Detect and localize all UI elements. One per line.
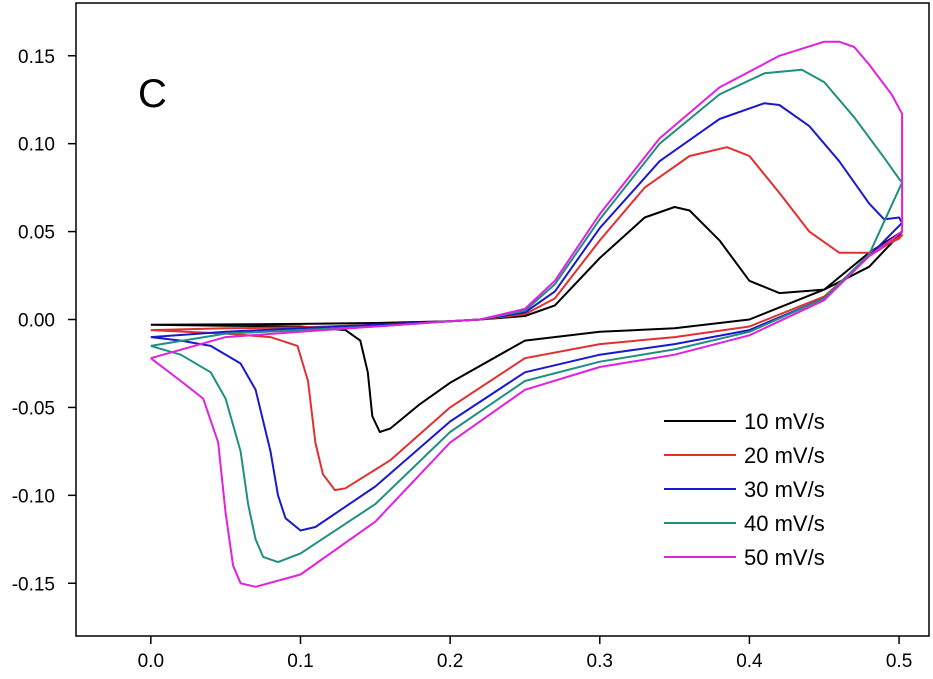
series-line-5 <box>150 40 904 588</box>
legend-label: 20 mV/s <box>744 443 825 468</box>
series-line-2 <box>150 146 904 492</box>
series-line-4 <box>150 68 904 564</box>
legend-label: 40 mV/s <box>744 511 825 536</box>
x-tick-label: 0.5 <box>886 651 912 672</box>
y-tick-label: 0.00 <box>18 311 55 332</box>
y-tick-label: -0.05 <box>12 398 55 419</box>
legend-label: 50 mV/s <box>744 545 825 570</box>
y-tick-label: 0.15 <box>18 47 55 68</box>
x-tick-label: 0.1 <box>287 651 313 672</box>
series-line-1 <box>150 206 904 433</box>
x-tick-label: 0.2 <box>437 651 463 672</box>
legend: 10 mV/s 20 mV/s 30 mV/s 40 mV/s 50 mV/s <box>664 409 825 570</box>
plot-frame <box>75 2 930 637</box>
legend-label: 30 mV/s <box>744 477 825 502</box>
x-tick-label: 0.3 <box>587 651 613 672</box>
y-tick-label: -0.10 <box>12 486 55 507</box>
series-layer <box>150 40 904 588</box>
x-tick-label: 0.4 <box>736 651 763 672</box>
axis-ticks: 0.0 0.1 0.2 0.3 0.4 0.5 -0.15 -0.10 -0.05 0.00 0.0… <box>12 47 913 672</box>
x-tick-label: 0.0 <box>138 651 164 672</box>
y-tick-label: 0.05 <box>18 223 55 244</box>
y-tick-label: 0.10 <box>18 135 55 156</box>
legend-label: 10 mV/s <box>744 409 825 434</box>
y-tick-label: -0.15 <box>12 574 55 595</box>
panel-label: C <box>138 72 167 116</box>
